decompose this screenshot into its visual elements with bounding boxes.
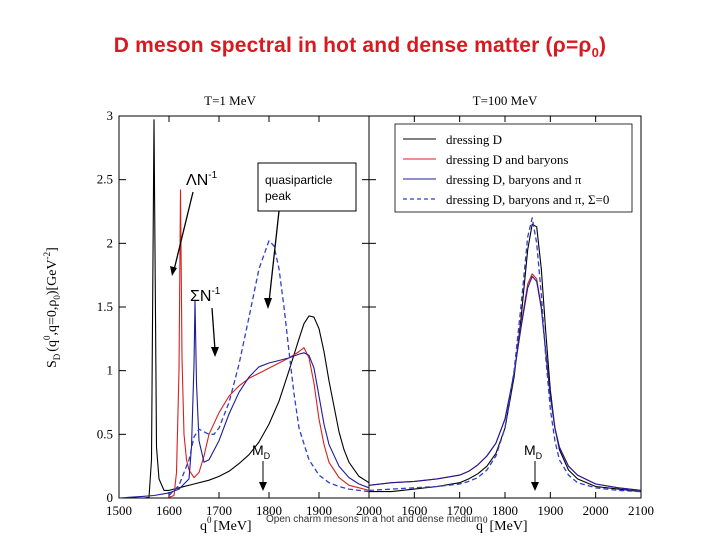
slide-title: D meson spectral in hot and dense matter… [113, 34, 607, 61]
x-tick-label: 1900 [306, 503, 332, 518]
y-axis-label: SD(q0,q=0,ρ0)[GeV-2] [42, 247, 62, 368]
right-x-axis-label: q0 [MeV] [476, 515, 528, 534]
y-tick-label: 0 [107, 490, 114, 505]
quasiparticle-label-line2: peak [265, 189, 292, 203]
legend-entry-2: dressing D, baryons and π [446, 172, 582, 187]
x-tick-label: 1500 [106, 503, 132, 518]
series-line-right-1 [368, 273, 642, 491]
x-tick-label: 1600 [156, 503, 182, 518]
lambda-arrow-line [173, 191, 194, 271]
x-tick-label: 1800 [256, 503, 282, 518]
md-arrow-right-head [531, 482, 539, 491]
sigma-n-label: ΣN-1 [190, 286, 221, 305]
series-line-right-3 [368, 217, 642, 493]
lambda-arrow-head [170, 266, 177, 276]
x-tick-label: 1700 [206, 503, 232, 518]
y-tick-label: 3 [107, 108, 114, 123]
sigma-arrow-line [211, 307, 216, 351]
series-line-right-2 [368, 275, 642, 491]
legend-entry-1: dressing D and baryons [446, 152, 568, 167]
lambda-n-label: ΛN-1 [186, 170, 218, 189]
x-tick-label: 2000 [583, 503, 609, 518]
legend-entry-3: dressing D, baryons and π, Σ=0 [446, 192, 609, 207]
legend: dressing D dressing D and baryons dressi… [394, 123, 633, 213]
y-tick-label: 0.5 [97, 426, 113, 441]
md-arrow-left-head [259, 482, 267, 491]
quasiparticle-arrow-head [264, 298, 272, 309]
curves-layer [118, 119, 642, 499]
ticks-layer: 0 0.5 1 1.5 2 2.5 3 1500 1600 1700 1800 1900 2000 160… [97, 108, 654, 518]
left-panel-title: T=1 MeV [204, 93, 256, 108]
series-line-right-0 [369, 223, 642, 493]
x-tick-label: 1900 [537, 503, 563, 518]
x-tick-label: 1700 [447, 503, 473, 518]
y-tick-label: 1 [107, 363, 114, 378]
series-line-left-3 [168, 240, 370, 496]
quasiparticle-box [257, 162, 357, 212]
quasiparticle-label-line1: quasiparticle [265, 173, 333, 187]
right-panel-title: T=100 MeV [473, 93, 538, 108]
sigma-arrow-head [211, 347, 219, 357]
legend-entry-0: dressing D [446, 132, 502, 147]
y-tick-label: 2 [107, 235, 114, 250]
slide-caption: Open charm mesons in a hot and dense med… [266, 514, 483, 525]
series-line-left-2 [118, 300, 370, 499]
quasiparticle-arrow-line [268, 210, 280, 303]
md-label-right: MD [524, 442, 543, 461]
x-tick-label: 2100 [628, 503, 654, 518]
x-tick-label: 2000 [356, 503, 382, 518]
series-line-left-0 [143, 119, 370, 499]
md-label-left: MD [252, 442, 271, 461]
left-x-axis-label: q0 [MeV] [200, 515, 252, 534]
y-tick-label: 1.5 [97, 299, 113, 314]
x-tick-label: 1800 [492, 503, 518, 518]
y-tick-label: 2.5 [97, 172, 113, 187]
x-tick-label: 1600 [401, 503, 427, 518]
series-line-left-1 [168, 189, 370, 498]
